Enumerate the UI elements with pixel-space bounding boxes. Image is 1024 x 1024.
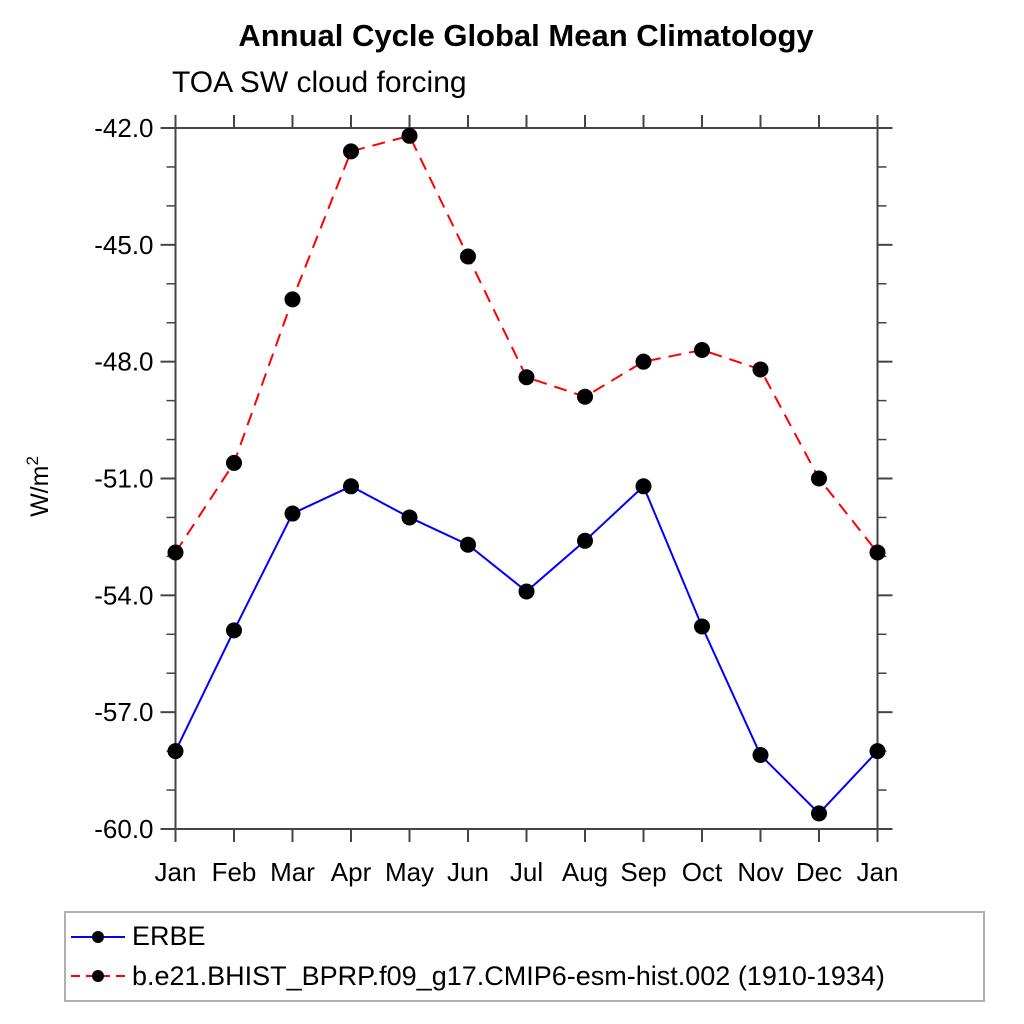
erbe-data-point bbox=[635, 478, 652, 495]
erbe-data-point bbox=[518, 583, 535, 600]
erbe-data-point bbox=[343, 478, 359, 495]
x-axis-tick-label: Oct bbox=[682, 857, 723, 887]
model-line bbox=[174, 134, 879, 554]
model-data-point bbox=[577, 388, 593, 405]
model-data-point bbox=[460, 248, 476, 265]
plot-frame bbox=[174, 127, 879, 830]
y-axis-tick-label: -45.0 bbox=[94, 230, 153, 260]
x-axis-tick-label: May bbox=[385, 857, 434, 887]
erbe-line bbox=[174, 484, 879, 815]
model-data-point bbox=[284, 291, 301, 308]
x-axis-tick-label: Nov bbox=[737, 857, 783, 887]
y-axis-tick-label: -54.0 bbox=[94, 580, 153, 610]
erbe-data-point bbox=[811, 805, 827, 822]
erbe-data-point bbox=[694, 618, 710, 635]
model-data-point bbox=[167, 544, 184, 561]
erbe-data-point bbox=[869, 743, 886, 760]
legend: ERBE b.e21.BHIST_BPRP.f09_g17.CMIP6-esm-h… bbox=[64, 911, 985, 1002]
legend-label: b.e21.BHIST_BPRP.f09_g17.CMIP6-esm-hist.… bbox=[132, 960, 885, 991]
model-data-point bbox=[343, 143, 359, 160]
x-axis-tick-label: Aug bbox=[562, 857, 608, 887]
model-data-point bbox=[869, 544, 886, 561]
chart-subtitle: TOA SW cloud forcing bbox=[172, 66, 467, 99]
legend-item: b.e21.BHIST_BPRP.f09_g17.CMIP6-esm-hist.… bbox=[69, 961, 983, 992]
y-axis-tick-label: -42.0 bbox=[94, 113, 153, 143]
erbe-data-point bbox=[226, 622, 242, 639]
y-axis-label: W/m2 bbox=[23, 456, 54, 517]
legend-marker-dot bbox=[92, 930, 104, 943]
erbe-data-point bbox=[752, 747, 769, 764]
x-axis-tick-label: Apr bbox=[331, 857, 372, 887]
legend-label: ERBE bbox=[132, 921, 206, 952]
y-axis-tick-label: -60.0 bbox=[94, 814, 153, 844]
model-data-point bbox=[752, 361, 769, 378]
erbe-data-point bbox=[284, 505, 301, 522]
model-data-point bbox=[635, 353, 652, 370]
x-axis-tick-label: Jul bbox=[510, 857, 543, 887]
legend-marker-dot bbox=[92, 970, 104, 983]
legend-item: ERBE bbox=[69, 921, 983, 952]
model-data-point bbox=[401, 127, 418, 144]
y-axis-tick-label: -51.0 bbox=[94, 464, 153, 494]
model-legend-line-sample bbox=[71, 970, 125, 983]
x-axis-tick-label: Sep bbox=[620, 857, 666, 887]
x-axis-tick-label: Mar bbox=[270, 857, 315, 887]
y-axis-tick-label: -48.0 bbox=[94, 347, 153, 377]
x-axis-tick-label: Feb bbox=[212, 857, 257, 887]
model-data-point bbox=[518, 369, 535, 386]
erbe-data-point bbox=[401, 509, 418, 526]
x-axis-tick-label: Dec bbox=[796, 857, 842, 887]
x-axis-tick-label: Jun bbox=[447, 857, 489, 887]
x-axis-tick-label: Jan bbox=[857, 857, 899, 887]
erbe-data-point bbox=[460, 536, 476, 553]
model-data-point bbox=[811, 470, 827, 487]
x-axis-tick-label: Jan bbox=[155, 857, 197, 887]
erbe-legend-line-sample bbox=[71, 930, 125, 943]
model-data-point bbox=[226, 454, 242, 471]
chart-title: Annual Cycle Global Mean Climatology bbox=[238, 18, 814, 53]
model-data-point bbox=[694, 341, 710, 358]
erbe-data-point bbox=[167, 743, 184, 760]
y-axis-tick-label: -57.0 bbox=[94, 697, 153, 727]
erbe-data-point bbox=[577, 532, 593, 549]
